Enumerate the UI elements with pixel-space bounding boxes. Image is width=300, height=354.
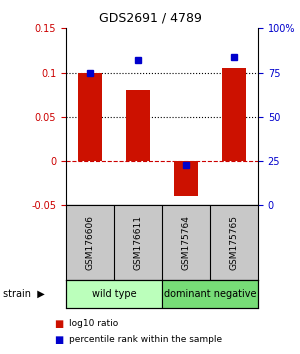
Text: ■: ■: [54, 335, 63, 345]
Bar: [66, 280, 162, 308]
Text: wild type: wild type: [92, 289, 136, 299]
Text: GSM176606: GSM176606: [85, 215, 94, 270]
Bar: [162, 280, 258, 308]
Text: GSM175764: GSM175764: [182, 215, 190, 270]
Text: ■: ■: [54, 319, 63, 329]
Bar: [222, 68, 246, 161]
Bar: [174, 161, 198, 196]
Text: GSM176611: GSM176611: [134, 215, 142, 270]
Bar: [126, 90, 150, 161]
Text: strain  ▶: strain ▶: [3, 289, 45, 299]
Text: GDS2691 / 4789: GDS2691 / 4789: [99, 11, 201, 24]
Text: percentile rank within the sample: percentile rank within the sample: [69, 335, 222, 344]
Text: log10 ratio: log10 ratio: [69, 319, 118, 329]
Bar: [78, 73, 102, 161]
Text: dominant negative: dominant negative: [164, 289, 256, 299]
Text: GSM175765: GSM175765: [230, 215, 238, 270]
